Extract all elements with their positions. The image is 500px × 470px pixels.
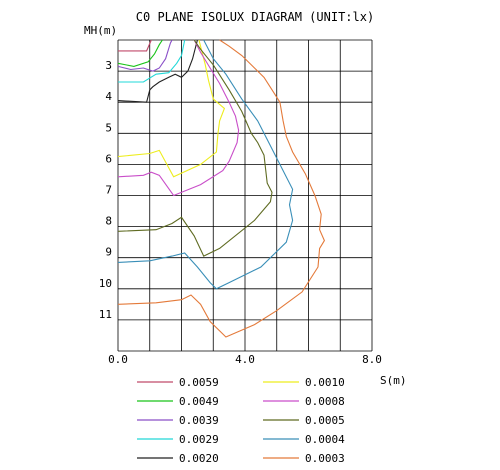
x-tick-label: 8.0 xyxy=(362,353,382,366)
x-tick-label: 4.0 xyxy=(235,353,255,366)
y-tick-label: 8 xyxy=(105,215,112,228)
legend-label: 0.0020 xyxy=(179,452,219,465)
plot-area: 3 4 5 6 7 8 9 10 11 0.0 4.0 8.0 xyxy=(99,39,382,366)
x-tick-label: 0.0 xyxy=(108,353,128,366)
legend-label: 0.0039 xyxy=(179,414,219,427)
legend-label: 0.0059 xyxy=(179,376,219,389)
legend-label: 0.0029 xyxy=(179,433,219,446)
y-tick-label: 3 xyxy=(105,59,112,72)
y-tick-label: 9 xyxy=(105,246,112,259)
chart-title: C0 PLANE ISOLUX DIAGRAM (UNIT:lx) xyxy=(136,10,374,24)
legend-label: 0.0010 xyxy=(305,376,345,389)
isolux-line-0.0010 xyxy=(117,39,226,178)
isolux-line-0.0049 xyxy=(117,39,163,67)
isolux-line-0.0008 xyxy=(117,39,240,197)
legend-label: 0.0003 xyxy=(305,452,345,465)
y-tick-label: 10 xyxy=(99,277,112,290)
y-axis-label: MH(m) xyxy=(84,24,117,37)
y-tick-label: 11 xyxy=(99,308,112,321)
legend: 0.0059 0.0049 0.0039 0.0029 0.0020 0.0010 0.00… xyxy=(137,376,345,465)
isolux-line-0.0029 xyxy=(118,39,186,83)
isolux-line-0.0039 xyxy=(117,39,173,72)
legend-label: 0.0049 xyxy=(179,395,219,408)
y-tick-label: 4 xyxy=(105,90,112,103)
legend-label: 0.0008 xyxy=(305,395,345,408)
y-tick-label: 6 xyxy=(105,152,112,165)
y-tick-label: 7 xyxy=(105,184,112,197)
legend-label: 0.0004 xyxy=(305,433,345,446)
x-axis-label: S(m) xyxy=(380,374,407,387)
isolux-line-0.0004 xyxy=(117,39,294,290)
isolux-line-0.0003 xyxy=(117,39,326,338)
legend-label: 0.0005 xyxy=(305,414,345,427)
isolux-line-0.0059 xyxy=(118,39,152,52)
y-tick-label: 5 xyxy=(105,121,112,134)
isolux-line-0.0005 xyxy=(117,39,273,257)
isolux-line-0.0020 xyxy=(117,39,198,103)
